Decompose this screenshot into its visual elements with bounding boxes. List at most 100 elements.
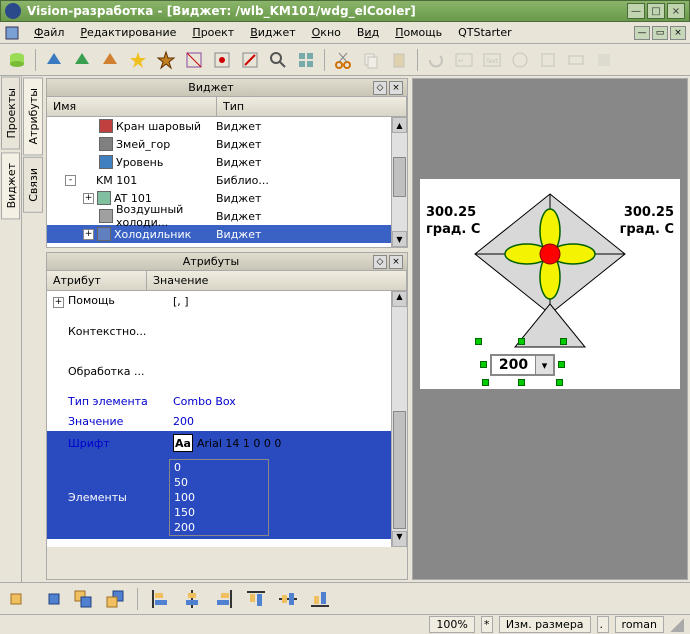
font-picker-icon[interactable]: Aa [173,434,193,452]
sel-handle[interactable] [518,379,525,386]
tb-grid[interactable] [293,47,319,73]
tb-star1[interactable] [125,47,151,73]
attr-row[interactable]: Значение200 [47,411,407,431]
tree-expander[interactable]: + [65,247,76,248]
attr-value[interactable]: [, ] [167,293,407,310]
close-button[interactable]: × [667,3,685,19]
attr-row[interactable]: Обработка ... [47,351,407,391]
tree-row[interactable]: Кран шаровыйВиджет [47,117,407,135]
resize-grip[interactable] [670,618,684,632]
widget-tree-body[interactable]: Кран шаровыйВиджетЗмей_горВиджетУровеньВ… [47,117,407,247]
tree-row[interactable]: Змей_горВиджет [47,135,407,153]
col-type[interactable]: Тип [217,97,407,116]
align-3[interactable] [70,586,96,612]
maximize-button[interactable]: □ [647,3,665,19]
tree-row[interactable]: +AT 101Виджет [47,189,407,207]
elements-listbox[interactable]: 050100150200 [169,459,269,536]
attr-row[interactable]: ШрифтAaArial 14 1 0 0 0 [47,431,407,455]
sel-handle[interactable] [482,379,489,386]
tree-expander[interactable]: + [83,193,94,204]
attr-row-elements[interactable]: Элементы050100150200 [47,455,407,539]
combo-box[interactable]: 200 ▾ [490,354,555,376]
attr-panel-close[interactable]: × [389,255,403,269]
mdi-maximize[interactable]: ▭ [652,26,668,40]
attr-value[interactable]: Combo Box [167,393,407,410]
attr-row[interactable]: +Помощь[, ] [47,291,407,311]
tree-row[interactable]: -KM 101Библио... [47,171,407,189]
tb-shape1[interactable] [41,47,67,73]
sel-handle[interactable] [475,338,482,345]
sidetab-links[interactable]: Связи [23,157,43,213]
attr-value[interactable]: AaArial 14 1 0 0 0 [167,432,407,454]
scroll-thumb[interactable] [393,157,406,197]
tb-cut[interactable] [330,47,356,73]
sidetab-widget[interactable]: Виджет [1,152,20,219]
menu-window[interactable]: Окно [304,23,349,42]
menu-help[interactable]: Помощь [387,23,450,42]
menu-project[interactable]: Проект [184,23,242,42]
attr-value[interactable]: 200 [167,413,407,430]
col-name[interactable]: Имя [47,97,217,116]
sel-handle[interactable] [556,379,563,386]
col-attr[interactable]: Атрибут [47,271,147,290]
tb-star2[interactable] [153,47,179,73]
tb-edit2[interactable] [209,47,235,73]
attr-row[interactable]: Контекстно... [47,311,407,351]
mdi-minimize[interactable]: — [634,26,650,40]
tree-row[interactable]: +AGLKSБиблио... [47,243,407,247]
tree-scrollbar[interactable]: ▲ ▼ [391,117,407,247]
attr-value[interactable] [167,329,407,333]
sidetab-attributes[interactable]: Атрибуты [23,77,43,155]
titlebar: Vision-разработка - [Виджет: /wlb_KM101/… [0,0,690,22]
col-value[interactable]: Значение [147,271,407,290]
align-left[interactable] [147,586,173,612]
attr-scrollbar[interactable]: ▲ ▼ [391,291,407,547]
tb-edit1[interactable] [181,47,207,73]
tree-expander[interactable]: + [83,229,94,240]
menu-qtstarter[interactable]: QTStarter [450,23,520,42]
align-vcenter[interactable] [275,586,301,612]
align-2[interactable] [38,586,64,612]
tree-row[interactable]: Воздушный холоди...Виджет [47,207,407,225]
align-hcenter[interactable] [179,586,205,612]
sel-handle[interactable] [560,338,567,345]
scroll-down[interactable]: ▼ [392,231,407,247]
tree-row[interactable]: УровеньВиджет [47,153,407,171]
minimize-button[interactable]: — [627,3,645,19]
tb-shape2[interactable] [69,47,95,73]
sel-handle[interactable] [558,361,565,368]
align-4[interactable] [102,586,128,612]
attr-body[interactable]: +Помощь[, ]Контекстно...Обработка ...Тип… [47,291,407,547]
sel-handle[interactable] [518,338,525,345]
tb-shape3[interactable] [97,47,123,73]
tb-db[interactable] [4,47,30,73]
menu-file[interactable]: Файл [26,23,72,42]
align-top[interactable] [243,586,269,612]
menu-edit[interactable]: Редактирование [72,23,184,42]
scroll-up[interactable]: ▲ [392,117,407,133]
attr-value[interactable] [167,369,407,373]
widget-canvas[interactable]: 300.25град. С 300.25град. С 2 [420,179,680,389]
canvas-area[interactable]: 300.25град. С 300.25град. С 2 [412,78,688,580]
align-right[interactable] [211,586,237,612]
sidetab-projects[interactable]: Проекты [1,77,20,150]
combo-dropdown-button[interactable]: ▾ [535,356,553,374]
mdi-close[interactable]: × [670,26,686,40]
tree-row[interactable]: +ХолодильникВиджет [47,225,407,243]
menu-view[interactable]: Вид [349,23,387,42]
menu-widget[interactable]: Виджет [242,23,303,42]
attr-value[interactable]: 050100150200 [167,457,407,538]
align-1[interactable] [6,586,32,612]
widget-panel-close[interactable]: × [389,81,403,95]
tb-edit3[interactable] [237,47,263,73]
attr-row[interactable]: Тип элементаCombo Box [47,391,407,411]
widget-panel-detach[interactable]: ◇ [373,81,387,95]
tree-expander[interactable]: - [65,175,76,186]
attr-scroll-thumb[interactable] [393,411,406,529]
attr-scroll-up[interactable]: ▲ [392,291,407,307]
sel-handle[interactable] [480,361,487,368]
attr-scroll-down[interactable]: ▼ [392,531,407,547]
attr-panel-detach[interactable]: ◇ [373,255,387,269]
tb-zoom[interactable] [265,47,291,73]
align-bottom[interactable] [307,586,333,612]
